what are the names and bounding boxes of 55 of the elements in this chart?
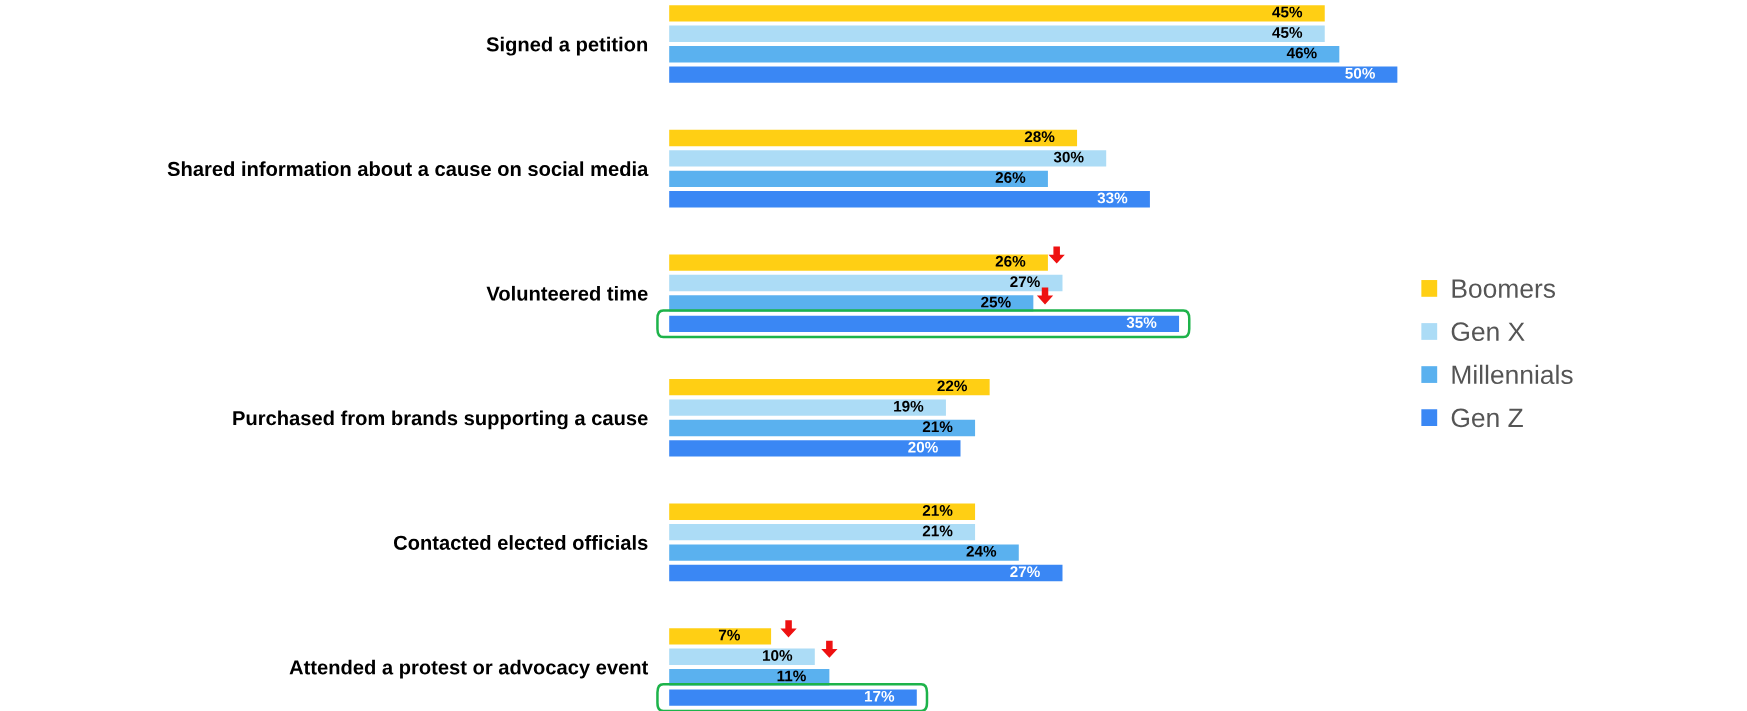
data-label: 7% [718,629,740,641]
data-label: 45% [1272,6,1303,18]
y-tick-label: Purchased from brands supporting a cause [233,410,648,430]
legend-label: Boomers [1452,279,1556,298]
bar [669,689,917,706]
data-label: 50% [1345,67,1375,79]
bar [669,191,1150,208]
data-label: 27% [1010,276,1040,288]
data-label: 28% [1024,131,1055,143]
y-tick-label: Signed a petition [486,36,648,56]
data-label: 11% [777,670,806,682]
data-label: 19% [894,400,924,412]
data-label: 25% [981,296,1011,308]
bar [669,648,815,665]
data-label: 33% [1097,192,1128,204]
data-label: 24% [966,545,997,557]
y-tick-label: Shared information about a cause on social media [167,161,649,177]
bar [669,315,1180,333]
data-label: 30% [1053,151,1084,163]
bar [669,544,1019,561]
bar [669,46,1340,63]
bar [669,399,946,416]
bar [669,628,772,645]
data-label: 21% [922,505,953,516]
bar [669,419,976,437]
data-label: 21% [922,421,953,433]
data-label: 17% [864,690,895,702]
bar [669,564,1063,582]
data-label: 46% [1286,47,1317,59]
legend-label: Millennials [1452,364,1573,385]
data-label: 45% [1272,27,1303,38]
data-label: 35% [1126,317,1157,328]
y-tick-label: Contacted elected officials [393,535,648,550]
bar [669,503,976,520]
bar [669,170,1048,187]
bar [669,524,976,541]
data-label: 10% [762,650,793,661]
data-label: 21% [922,525,953,537]
bar [669,25,1325,42]
data-label: 27% [1010,566,1040,578]
data-label: 26% [995,172,1026,183]
bar [669,5,1325,22]
bar [669,129,1078,147]
bar [669,274,1063,292]
data-label: 22% [937,380,968,392]
bar [669,440,961,457]
bar [669,66,1398,83]
legend-label: Gen X [1451,322,1525,342]
y-tick-label: Volunteered time [486,285,648,301]
data-label: 26% [995,255,1026,267]
data-label: 20% [908,441,938,453]
y-tick-label: Attended a protest or advocacy event [289,659,649,679]
legend-label: Gen Z [1451,408,1523,428]
bar [669,378,990,396]
bar [669,150,1107,167]
